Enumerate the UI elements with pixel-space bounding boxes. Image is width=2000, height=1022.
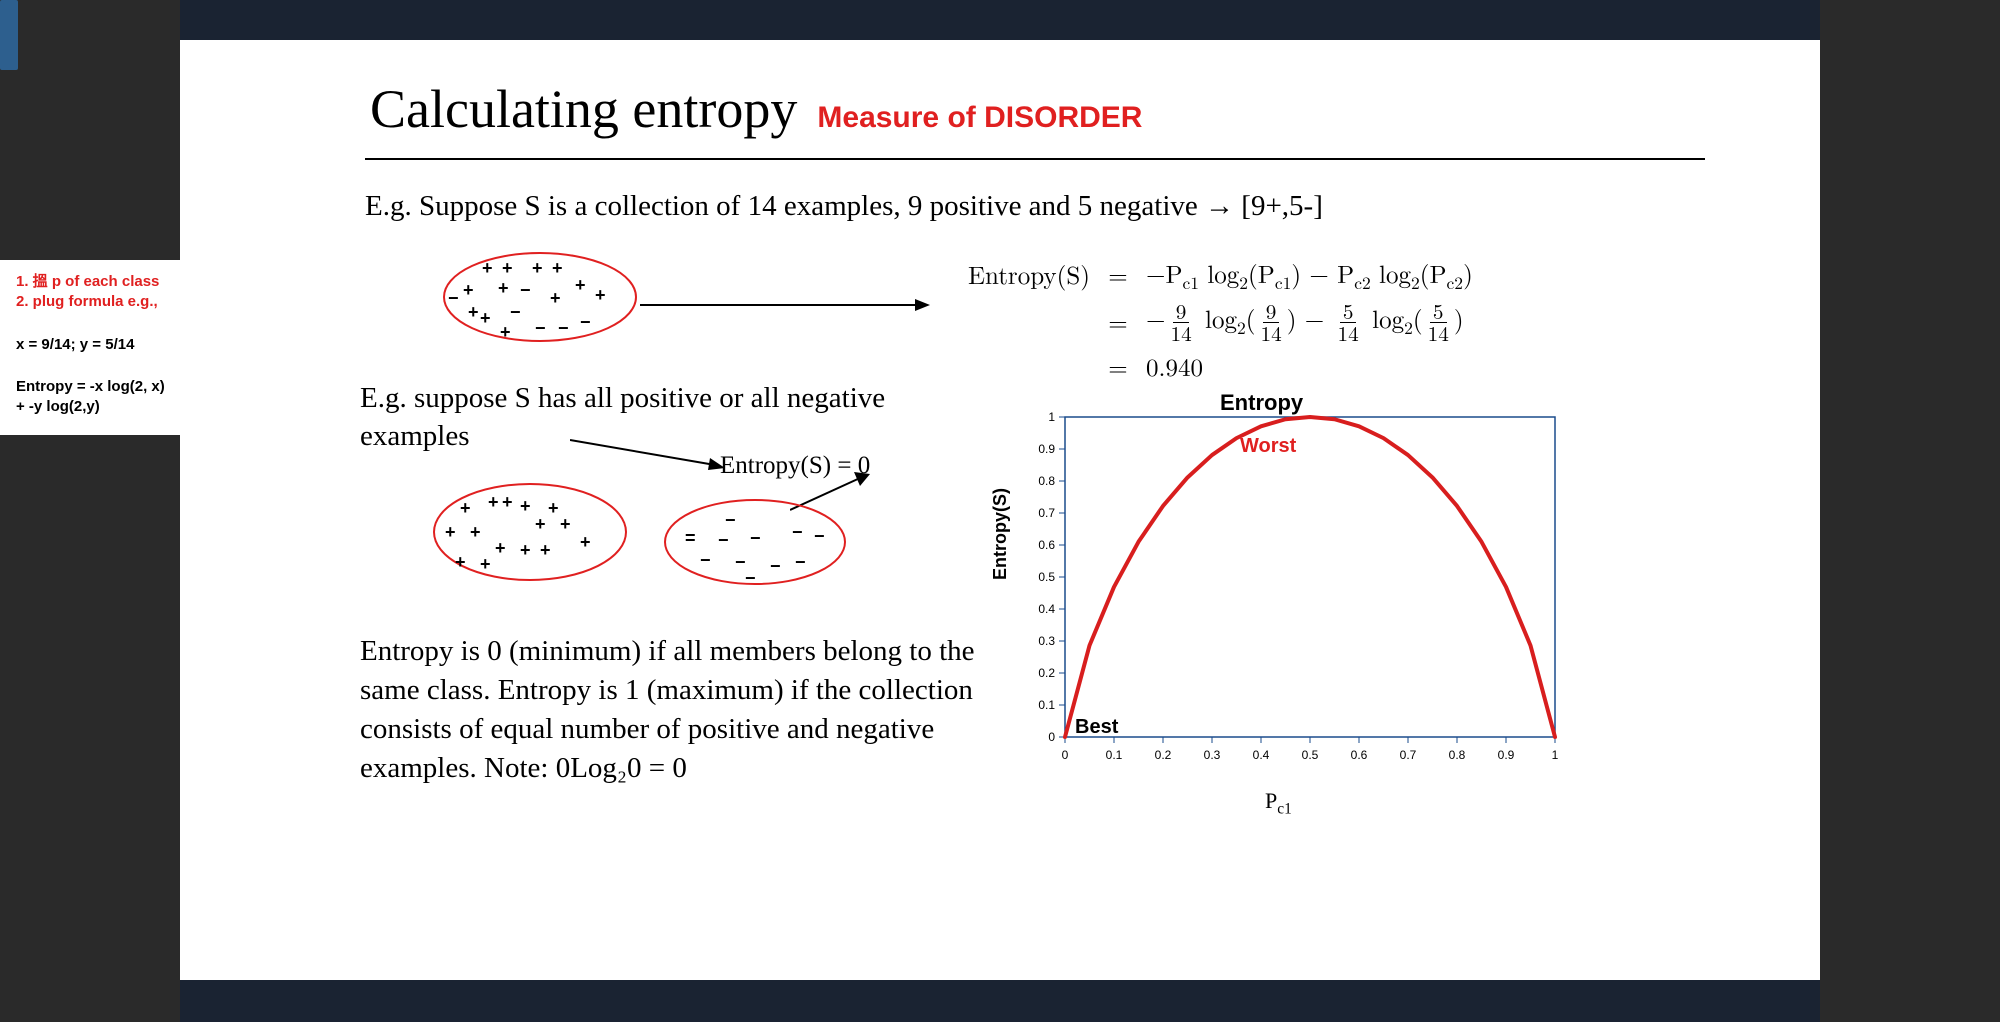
svg-text:0.9: 0.9 — [1498, 748, 1515, 762]
explanation-paragraph: Entropy is 0 (minimum) if all members be… — [360, 632, 990, 789]
svg-text:0.4: 0.4 — [1038, 602, 1055, 616]
blue-tab — [0, 0, 18, 70]
svg-text:0.1: 0.1 — [1038, 698, 1055, 712]
entropy-chart: 0 0.1 0.2 0.3 0.4 0.5 0.6 0.7 0.8 0.9 1 0 0.1 0.2 0.3 0… — [1010, 402, 1570, 782]
svg-text:1: 1 — [1552, 748, 1559, 762]
title-row: Calculating entropy Measure of DISORDER — [370, 78, 1142, 140]
chart-ylabel: Entropy(S) — [990, 488, 1011, 580]
svg-text:0: 0 — [1062, 748, 1069, 762]
svg-text:0.4: 0.4 — [1253, 748, 1270, 762]
slide-subtitle: Measure of DISORDER — [817, 101, 1142, 135]
dark-margin-right — [1820, 0, 2000, 1022]
title-underline — [365, 158, 1705, 160]
note-formula: Entropy = -x log(2, x) + -y log(2,y) — [16, 377, 170, 418]
note-vars: x = 9/14; y = 5/14 — [16, 335, 170, 355]
svg-text:0.5: 0.5 — [1302, 748, 1319, 762]
dark-margin-left — [0, 0, 180, 1022]
formula-result: 0.940 — [1146, 348, 1203, 387]
entropy-formula: Entropy(S) = −Pc1 log2(Pc1) − Pc2 log2(P… — [940, 255, 1473, 391]
svg-text:0.3: 0.3 — [1038, 634, 1055, 648]
svg-text:0.6: 0.6 — [1038, 538, 1055, 552]
formula-lhs: Entropy(S) — [940, 256, 1090, 295]
note-step-2: 2. plug formula e.g., — [16, 292, 170, 312]
svg-text:0.2: 0.2 — [1155, 748, 1172, 762]
example-text: E.g. Suppose S is a collection of 14 exa… — [365, 190, 1323, 223]
svg-text:0.3: 0.3 — [1204, 748, 1221, 762]
annotation-panel: 1. 搵 p of each class 2. plug formula e.g… — [0, 260, 180, 435]
svg-text:0.2: 0.2 — [1038, 666, 1055, 680]
arrow-to-formula — [640, 285, 930, 325]
slide-title: Calculating entropy — [370, 78, 797, 140]
svg-text:0.7: 0.7 — [1400, 748, 1417, 762]
note-step-1: 1. 搵 p of each class — [16, 272, 170, 292]
svg-text:0.7: 0.7 — [1038, 506, 1055, 520]
svg-text:0.1: 0.1 — [1106, 748, 1123, 762]
svg-text:0.5: 0.5 — [1038, 570, 1055, 584]
svg-text:1: 1 — [1048, 410, 1055, 424]
svg-text:0.6: 0.6 — [1351, 748, 1368, 762]
svg-text:0.8: 0.8 — [1449, 748, 1466, 762]
svg-text:0.9: 0.9 — [1038, 442, 1055, 456]
formula-line2: −914 log2(914) − 514 log2(514) — [1146, 300, 1464, 344]
formula-line1: −Pc1 log2(Pc1) − Pc2 log2(Pc2) — [1146, 255, 1473, 296]
slide: Calculating entropy Measure of DISORDER … — [180, 40, 1820, 980]
chart-xlabel: Pc1 — [1265, 788, 1292, 818]
svg-text:0: 0 — [1048, 730, 1055, 744]
svg-text:0.8: 0.8 — [1038, 474, 1055, 488]
